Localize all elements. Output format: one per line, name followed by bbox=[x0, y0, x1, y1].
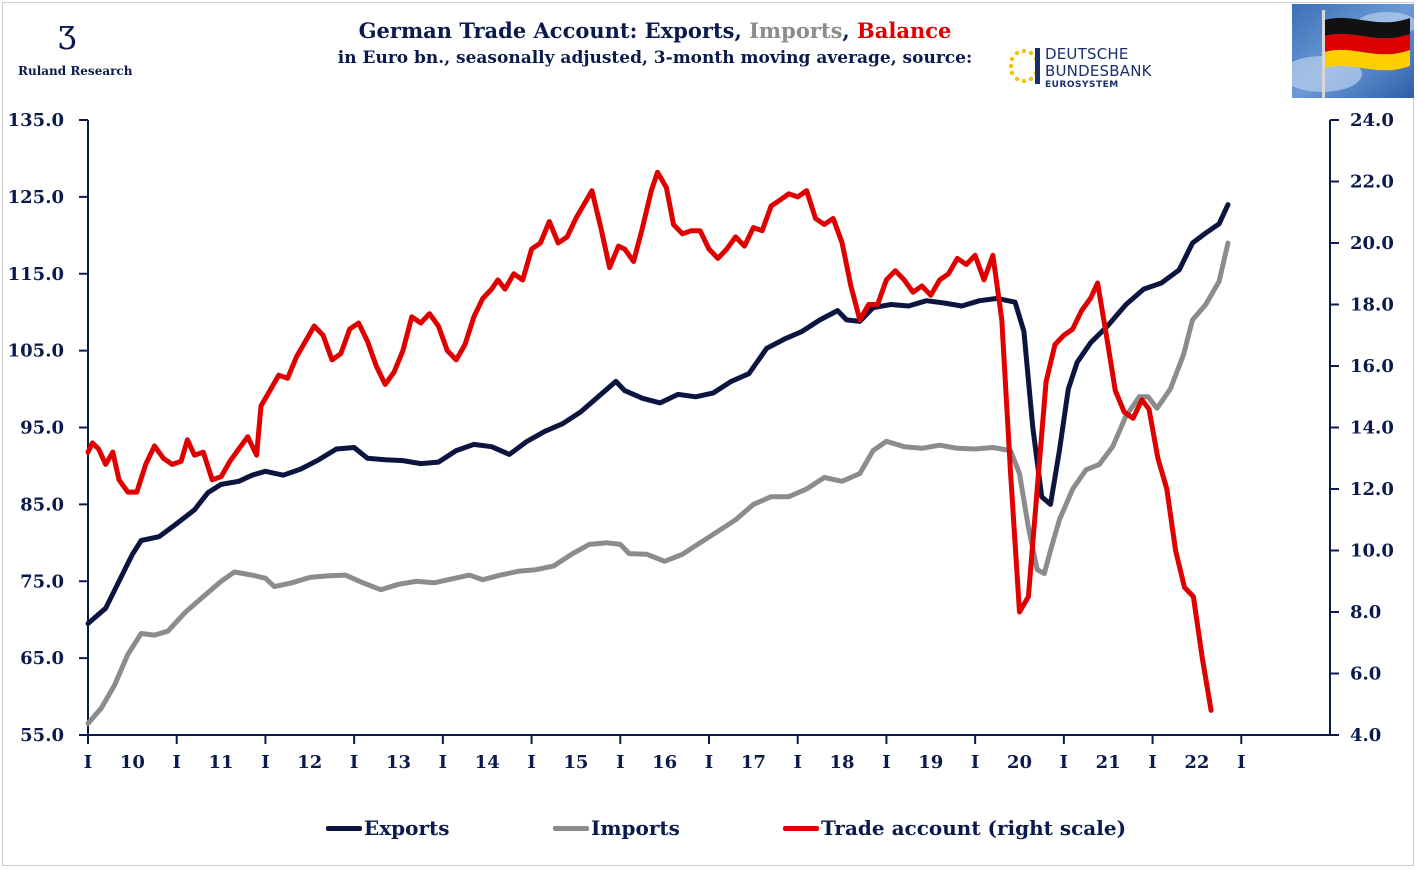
chart-title: German Trade Account: Exports, Imports, … bbox=[0, 18, 1310, 43]
x-tick-label: I bbox=[971, 752, 979, 773]
bundesbank-logo: DEUTSCHE BUNDESBANK EUROSYSTEM bbox=[1006, 40, 1176, 96]
left-axis-ticks: 55.0 65.0 75.0 85.0 95.0 105.0 115.0 125.0 135.0 bbox=[8, 110, 88, 746]
left-tick-label: 65.0 bbox=[20, 648, 64, 669]
legend-exports-swatch bbox=[326, 825, 362, 831]
x-tick-label: I bbox=[794, 752, 802, 773]
chart-series bbox=[85, 169, 1231, 726]
series-line-exports bbox=[85, 202, 1231, 626]
brand-name: Ruland Research bbox=[18, 64, 133, 78]
x-tick-label: 19 bbox=[918, 752, 943, 773]
x-tick-label: I bbox=[882, 752, 890, 773]
x-tick-label: I bbox=[1060, 752, 1068, 773]
german-flag-icon bbox=[1292, 4, 1414, 98]
title-exports: German Trade Account: Exports, bbox=[358, 18, 750, 43]
chart-legend: Exports Imports Trade account (right sca… bbox=[0, 816, 1418, 846]
right-tick-label: 14.0 bbox=[1350, 418, 1394, 439]
legend-imports: Imports bbox=[553, 816, 680, 840]
left-tick-label: 105.0 bbox=[8, 341, 64, 362]
legend-exports-label: Exports bbox=[364, 816, 450, 840]
legend-imports-swatch bbox=[553, 825, 589, 831]
x-tick-label: 11 bbox=[209, 752, 234, 773]
x-tick-label: 14 bbox=[475, 752, 500, 773]
right-tick-label: 24.0 bbox=[1350, 110, 1394, 131]
x-tick-label: 17 bbox=[741, 752, 766, 773]
chart-axes bbox=[87, 120, 1331, 736]
eu-stars-icon bbox=[1008, 48, 1040, 84]
bundesbank-line1: DEUTSCHE bbox=[1045, 45, 1129, 63]
x-tick-label: 10 bbox=[120, 752, 145, 773]
right-tick-label: 10.0 bbox=[1350, 541, 1394, 562]
x-tick-label: I bbox=[705, 752, 713, 773]
right-tick-label: 8.0 bbox=[1350, 602, 1381, 623]
series-line-imports bbox=[85, 240, 1231, 726]
x-tick-label: I bbox=[350, 752, 358, 773]
x-tick-label: I bbox=[616, 752, 624, 773]
x-tick-label: I bbox=[84, 752, 92, 773]
right-tick-label: 12.0 bbox=[1350, 479, 1394, 500]
x-tick-label: 22 bbox=[1184, 752, 1209, 773]
german-flag-image bbox=[1292, 4, 1414, 98]
legend-trade-account: Trade account (right scale) bbox=[783, 816, 1126, 840]
bundesbank-line2: BUNDESBANK bbox=[1045, 62, 1152, 80]
x-tick-label: 13 bbox=[386, 752, 411, 773]
x-tick-label: 20 bbox=[1007, 752, 1032, 773]
chart-subtitle: in Euro bn., seasonally adjusted, 3-mont… bbox=[337, 48, 973, 68]
x-tick-label: 21 bbox=[1096, 752, 1121, 773]
right-axis-ticks: 4.0 6.0 8.0 10.0 12.0 14.0 16.0 18.0 20.0 22.0 24.… bbox=[1330, 110, 1394, 746]
x-axis-ticks: I 10 I 11 I 12 I 13 I 14 I 15 I 16 I 17 I 18 I 19 I 20 I 21 I 22 I bbox=[84, 735, 1245, 773]
legend-imports-label: Imports bbox=[591, 816, 680, 840]
series-line-trade-account-right-scale bbox=[85, 169, 1214, 713]
right-tick-label: 4.0 bbox=[1350, 725, 1381, 746]
title-balance: Balance bbox=[857, 18, 952, 43]
legend-exports: Exports bbox=[326, 816, 450, 840]
x-tick-label: 16 bbox=[652, 752, 677, 773]
x-tick-label: I bbox=[527, 752, 535, 773]
left-tick-label: 55.0 bbox=[20, 725, 64, 746]
right-tick-label: 22.0 bbox=[1350, 172, 1394, 193]
x-tick-label: 12 bbox=[297, 752, 322, 773]
x-tick-label: I bbox=[1148, 752, 1156, 773]
right-tick-label: 20.0 bbox=[1350, 233, 1394, 254]
bundesbank-line3: EUROSYSTEM bbox=[1045, 80, 1119, 90]
x-tick-label: I bbox=[439, 752, 447, 773]
right-tick-label: 16.0 bbox=[1350, 356, 1394, 377]
ruland-mark-icon: Ʒ bbox=[58, 19, 77, 57]
x-tick-label: I bbox=[261, 752, 269, 773]
title-separator: , bbox=[842, 18, 858, 43]
legend-trade-account-label: Trade account (right scale) bbox=[821, 816, 1127, 840]
left-tick-label: 125.0 bbox=[8, 187, 64, 208]
x-tick-label: 18 bbox=[830, 752, 855, 773]
left-tick-label: 75.0 bbox=[20, 571, 64, 592]
right-tick-label: 6.0 bbox=[1350, 664, 1381, 685]
left-tick-label: 115.0 bbox=[8, 264, 64, 285]
left-tick-label: 135.0 bbox=[8, 110, 64, 131]
right-tick-label: 18.0 bbox=[1350, 295, 1394, 316]
left-tick-label: 95.0 bbox=[20, 418, 64, 439]
x-tick-label: 15 bbox=[563, 752, 588, 773]
title-imports: Imports bbox=[749, 18, 843, 43]
left-tick-label: 85.0 bbox=[20, 494, 64, 515]
x-tick-label: I bbox=[173, 752, 181, 773]
legend-trade-account-swatch bbox=[783, 825, 819, 831]
x-tick-label: I bbox=[1237, 752, 1245, 773]
